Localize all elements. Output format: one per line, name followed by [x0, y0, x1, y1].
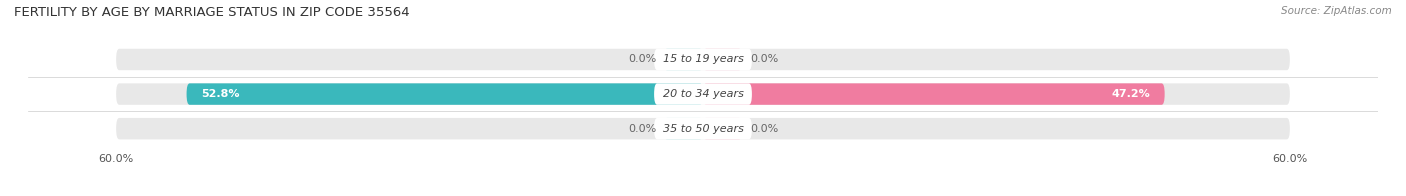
FancyBboxPatch shape	[117, 49, 1289, 70]
FancyBboxPatch shape	[654, 83, 752, 105]
FancyBboxPatch shape	[703, 118, 742, 139]
FancyBboxPatch shape	[654, 49, 752, 70]
Text: 15 to 19 years: 15 to 19 years	[662, 54, 744, 64]
Text: 20 to 34 years: 20 to 34 years	[662, 89, 744, 99]
Text: FERTILITY BY AGE BY MARRIAGE STATUS IN ZIP CODE 35564: FERTILITY BY AGE BY MARRIAGE STATUS IN Z…	[14, 6, 409, 19]
FancyBboxPatch shape	[117, 83, 1289, 105]
FancyBboxPatch shape	[187, 83, 703, 105]
FancyBboxPatch shape	[117, 118, 1289, 139]
FancyBboxPatch shape	[654, 118, 752, 139]
Text: 47.2%: 47.2%	[1111, 89, 1150, 99]
Text: 0.0%: 0.0%	[628, 54, 657, 64]
Text: 0.0%: 0.0%	[749, 124, 778, 134]
Text: Source: ZipAtlas.com: Source: ZipAtlas.com	[1281, 6, 1392, 16]
Text: 0.0%: 0.0%	[628, 124, 657, 134]
FancyBboxPatch shape	[703, 49, 742, 70]
Text: 35 to 50 years: 35 to 50 years	[662, 124, 744, 134]
FancyBboxPatch shape	[703, 83, 1164, 105]
FancyBboxPatch shape	[664, 49, 703, 70]
FancyBboxPatch shape	[664, 118, 703, 139]
Text: 0.0%: 0.0%	[749, 54, 778, 64]
Text: 52.8%: 52.8%	[201, 89, 240, 99]
